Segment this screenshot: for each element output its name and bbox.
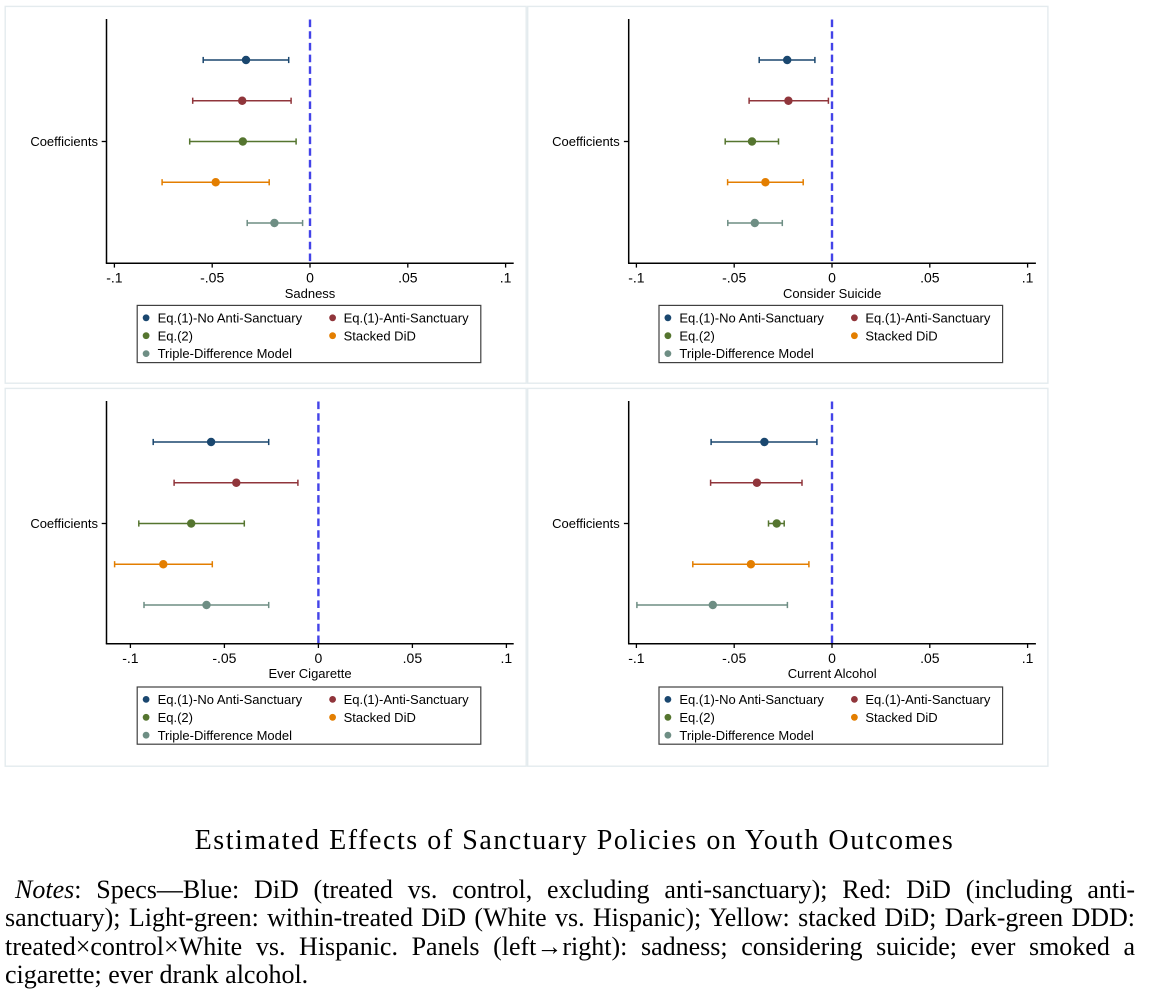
svg-text:Triple-Difference Model: Triple-Difference Model [679, 346, 813, 361]
svg-text:0: 0 [828, 650, 836, 666]
svg-text:-.05: -.05 [722, 650, 746, 666]
svg-text:Eq.(2): Eq.(2) [158, 710, 193, 725]
svg-text:Triple-Difference Model: Triple-Difference Model [679, 728, 813, 743]
svg-text:.1: .1 [1022, 650, 1034, 666]
svg-text:Stacked DiD: Stacked DiD [865, 710, 937, 725]
svg-text:Eq.(1)-No Anti-Sanctuary: Eq.(1)-No Anti-Sanctuary [158, 692, 303, 707]
svg-text:0: 0 [828, 270, 836, 286]
svg-text:Coefficients: Coefficients [552, 516, 620, 531]
svg-text:Eq.(1)-Anti-Sanctuary: Eq.(1)-Anti-Sanctuary [344, 310, 469, 325]
svg-text:0: 0 [315, 650, 323, 666]
svg-text:Eq.(2): Eq.(2) [158, 328, 193, 343]
svg-text:Consider Suicide: Consider Suicide [783, 286, 881, 301]
svg-text:.1: .1 [500, 270, 512, 286]
svg-text:Eq.(1)-Anti-Sanctuary: Eq.(1)-Anti-Sanctuary [865, 692, 990, 707]
svg-text:-.1: -.1 [628, 650, 645, 666]
svg-text:Coefficients: Coefficients [30, 516, 98, 531]
svg-text:Ever Cigarette: Ever Cigarette [268, 666, 351, 681]
svg-text:Coefficients: Coefficients [30, 134, 98, 149]
svg-text:.05: .05 [920, 270, 940, 286]
svg-text:-.05: -.05 [722, 270, 746, 286]
svg-text:Eq.(1)-No Anti-Sanctuary: Eq.(1)-No Anti-Sanctuary [679, 692, 824, 707]
svg-text:.05: .05 [403, 650, 423, 666]
svg-text:-.05: -.05 [212, 650, 236, 666]
svg-text:Eq.(1)-Anti-Sanctuary: Eq.(1)-Anti-Sanctuary [344, 692, 469, 707]
svg-text:.1: .1 [1022, 270, 1034, 286]
svg-text:Stacked DiD: Stacked DiD [865, 328, 937, 343]
svg-text:Eq.(1)-No Anti-Sanctuary: Eq.(1)-No Anti-Sanctuary [158, 310, 303, 325]
svg-text:-.1: -.1 [122, 650, 139, 666]
svg-text:Triple-Difference Model: Triple-Difference Model [158, 346, 292, 361]
svg-text:Eq.(1)-No Anti-Sanctuary: Eq.(1)-No Anti-Sanctuary [679, 310, 824, 325]
svg-text:Eq.(2): Eq.(2) [679, 710, 714, 725]
svg-text:.05: .05 [398, 270, 418, 286]
svg-text:Stacked DiD: Stacked DiD [344, 328, 416, 343]
svg-text:Eq.(1)-Anti-Sanctuary: Eq.(1)-Anti-Sanctuary [865, 310, 990, 325]
svg-text:Stacked DiD: Stacked DiD [344, 710, 416, 725]
svg-text:Eq.(2): Eq.(2) [679, 328, 714, 343]
svg-text:Triple-Difference Model: Triple-Difference Model [158, 728, 292, 743]
svg-text:Sadness: Sadness [285, 286, 336, 301]
svg-text:0: 0 [306, 270, 314, 286]
svg-text:-.1: -.1 [628, 270, 645, 286]
svg-text:.05: .05 [920, 650, 940, 666]
svg-text:.1: .1 [501, 650, 513, 666]
svg-text:-.05: -.05 [200, 270, 224, 286]
svg-text:Coefficients: Coefficients [552, 134, 620, 149]
svg-text:Current Alcohol: Current Alcohol [788, 666, 877, 681]
svg-text:-.1: -.1 [106, 270, 123, 286]
